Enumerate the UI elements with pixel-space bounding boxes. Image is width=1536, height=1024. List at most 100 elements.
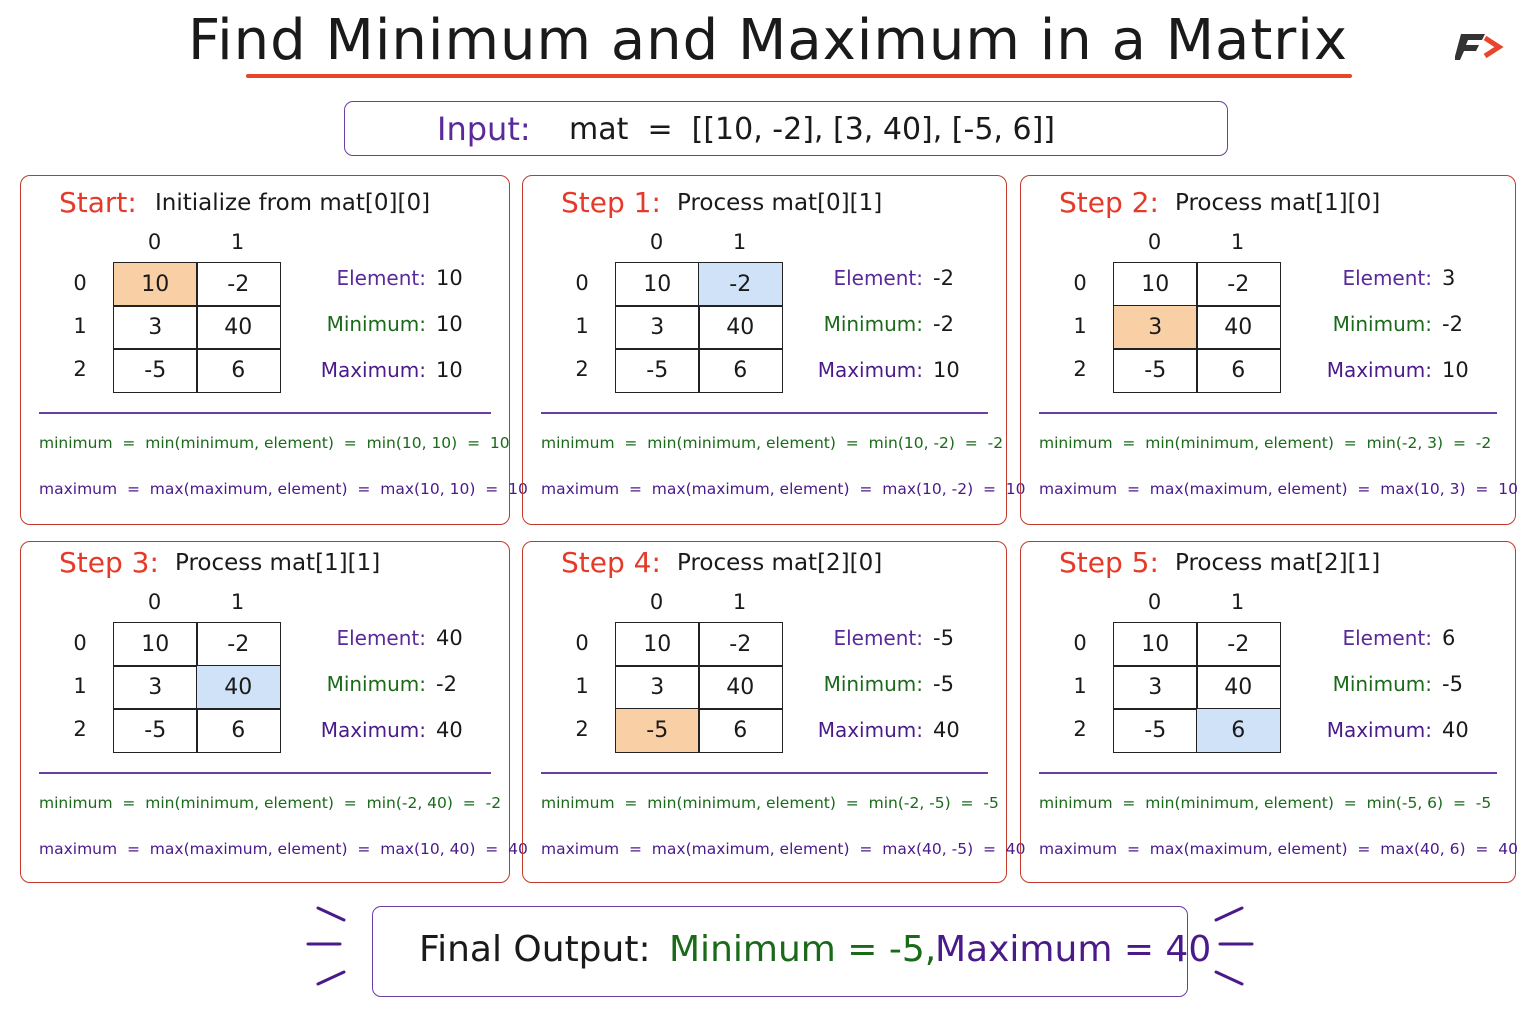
step-panel: Step 5: Process mat[2][1] 0 1 0 1 2 10 -2 3 40 -5 6 E…	[1020, 541, 1518, 883]
step-description: Process mat[2][1]	[1175, 550, 1381, 576]
decoration-right	[1214, 906, 1254, 986]
row-index: 2	[73, 717, 87, 741]
maximum-label: Maximum:	[320, 718, 426, 742]
maximum-value: 40	[436, 718, 463, 742]
col-index: 1	[1230, 590, 1245, 614]
min-formula: minimum = min(minimum, element) = min(-5…	[1039, 794, 1492, 812]
row-index: 0	[73, 631, 87, 655]
row-index: 0	[1073, 271, 1087, 295]
max-formula: maximum = max(maximum, element) = max(10…	[541, 480, 1026, 498]
maximum-label: Maximum:	[817, 358, 923, 382]
col-index: 0	[649, 230, 664, 254]
row-index: 1	[575, 314, 589, 338]
element-label: Element:	[833, 626, 923, 650]
row-index: 0	[575, 631, 589, 655]
step-panel: Step 2: Process mat[1][0] 0 1 0 1 2 10 -2 3 40 -5 6 E…	[1020, 175, 1518, 525]
logo	[1455, 34, 1504, 60]
max-formula: maximum = max(maximum, element) = max(40…	[1039, 840, 1518, 858]
maximum-label: Maximum:	[1326, 358, 1432, 382]
element-value: 6	[1442, 626, 1456, 650]
element-value: 3	[1442, 266, 1456, 290]
minimum-label: Minimum:	[823, 312, 923, 336]
col-index: 0	[1147, 590, 1162, 614]
step-heading: Step 1:	[561, 186, 661, 219]
row-index: 2	[1073, 357, 1087, 381]
decoration-left	[306, 906, 346, 986]
matrix-cell: -5	[113, 348, 198, 393]
matrix-cell: 6	[1196, 348, 1281, 393]
row-index: 1	[73, 674, 87, 698]
col-index: 0	[1147, 230, 1162, 254]
matrix-cell: -5	[615, 348, 700, 393]
matrix-cell: -2	[196, 262, 281, 307]
divider	[541, 412, 988, 414]
col-index: 1	[732, 230, 747, 254]
min-formula: minimum = min(minimum, element) = min(-2…	[541, 794, 999, 812]
maximum-value: 10	[1442, 358, 1469, 382]
matrix-cell-highlighted: -2	[698, 262, 783, 307]
matrix-cell: 40	[698, 305, 783, 350]
final-label: Final Output:	[419, 929, 651, 970]
input-expression: mat = [[10, -2], [3, 40], [-5, 6]]	[569, 112, 1055, 147]
row-index: 1	[1073, 314, 1087, 338]
matrix-cell-highlighted: 10	[113, 262, 198, 307]
element-value: -2	[933, 266, 954, 290]
min-formula: minimum = min(minimum, element) = min(10…	[541, 434, 1004, 452]
matrix-cell: 10	[1113, 622, 1198, 667]
matrix-cell: 6	[196, 708, 281, 753]
element-value: -5	[933, 626, 954, 650]
col-index: 1	[1230, 230, 1245, 254]
divider	[39, 412, 491, 414]
minimum-value: -5	[1442, 672, 1463, 696]
row-index: 1	[575, 674, 589, 698]
matrix-cell-highlighted: 3	[1113, 305, 1198, 350]
matrix-cell: -2	[698, 622, 783, 667]
maximum-value: 40	[1442, 718, 1469, 742]
step-panel: Step 4: Process mat[2][0] 0 1 0 1 2 10 -2 3 40 -5 6 E…	[522, 541, 1026, 883]
matrix-cell: 3	[615, 305, 700, 350]
title-underline	[246, 74, 1352, 78]
row-index: 0	[73, 271, 87, 295]
matrix-cell: 40	[1196, 665, 1281, 710]
step-heading: Step 4:	[561, 546, 661, 579]
row-index: 2	[575, 717, 589, 741]
step-heading: Step 2:	[1059, 186, 1159, 219]
row-index: 1	[1073, 674, 1087, 698]
minimum-label: Minimum:	[326, 672, 426, 696]
element-label: Element:	[1342, 266, 1432, 290]
element-label: Element:	[1342, 626, 1432, 650]
minimum-label: Minimum:	[1332, 312, 1432, 336]
matrix-cell: -2	[1196, 622, 1281, 667]
element-value: 10	[436, 266, 463, 290]
step-panel: Step 3: Process mat[1][1] 0 1 0 1 2 10 -2 3 40 -5 6 E…	[20, 541, 528, 883]
input-box: Input: mat = [[10, -2], [3, 40], [-5, 6]…	[344, 101, 1228, 156]
step-description: Process mat[2][0]	[677, 550, 883, 576]
col-index: 0	[649, 590, 664, 614]
matrix-cell: -5	[1113, 708, 1198, 753]
maximum-label: Maximum:	[817, 718, 923, 742]
maximum-value: 10	[933, 358, 960, 382]
max-formula: maximum = max(maximum, element) = max(40…	[541, 840, 1026, 858]
col-index: 1	[732, 590, 747, 614]
row-index: 0	[1073, 631, 1087, 655]
matrix-cell: 6	[698, 348, 783, 393]
matrix-cell: 40	[1196, 305, 1281, 350]
matrix-cell: 6	[698, 708, 783, 753]
row-index: 2	[73, 357, 87, 381]
col-index: 0	[147, 590, 162, 614]
input-label: Input:	[437, 110, 531, 148]
matrix-cell: 3	[1113, 665, 1198, 710]
step-description: Initialize from mat[0][0]	[155, 190, 431, 216]
maximum-value: 40	[933, 718, 960, 742]
minimum-value: -2	[436, 672, 457, 696]
matrix-cell-highlighted: 6	[1196, 708, 1281, 753]
min-formula: minimum = min(minimum, element) = min(-2…	[1039, 434, 1492, 452]
element-label: Element:	[336, 626, 426, 650]
row-index: 1	[73, 314, 87, 338]
element-label: Element:	[833, 266, 923, 290]
matrix-cell: 10	[113, 622, 198, 667]
matrix-cell: -5	[113, 708, 198, 753]
matrix-cell: 10	[615, 262, 700, 307]
max-formula: maximum = max(maximum, element) = max(10…	[39, 840, 528, 858]
col-index: 1	[230, 230, 245, 254]
